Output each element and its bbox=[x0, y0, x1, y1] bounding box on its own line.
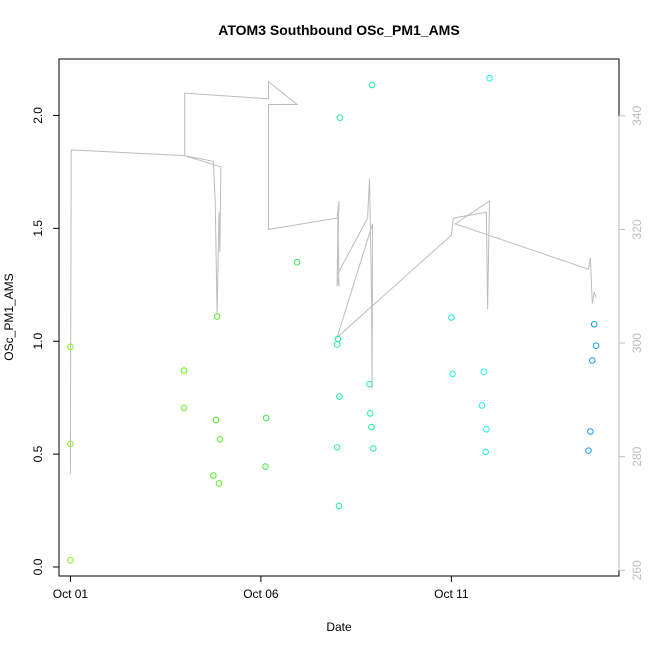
x-tick-label: Oct 11 bbox=[434, 587, 469, 601]
y-axis-right: 260 280 300 320 340 bbox=[618, 105, 644, 580]
data-point bbox=[368, 81, 376, 89]
y2-tick-label: 280 bbox=[630, 446, 644, 466]
chart-title: ATOM3 Southbound OSc_PM1_AMS bbox=[218, 22, 459, 38]
plot-area bbox=[58, 58, 620, 577]
y-axis-label: OSc_PM1_AMS bbox=[2, 273, 16, 360]
data-point bbox=[293, 258, 301, 266]
y2-tick-label: 300 bbox=[630, 333, 644, 353]
data-point bbox=[262, 463, 269, 470]
data-point bbox=[67, 556, 74, 564]
y-tick-label: 1.5 bbox=[31, 220, 45, 237]
data-point bbox=[480, 368, 488, 376]
data-point bbox=[262, 414, 270, 422]
data-point bbox=[336, 393, 343, 400]
series-line bbox=[69, 80, 597, 474]
data-point bbox=[366, 410, 374, 417]
data-point bbox=[180, 367, 188, 374]
data-point bbox=[587, 428, 594, 435]
y-tick-label: 0.5 bbox=[31, 445, 45, 462]
data-point bbox=[370, 445, 377, 452]
data-point bbox=[336, 114, 344, 121]
line-series-layer bbox=[69, 80, 597, 474]
y2-tick-label: 320 bbox=[630, 219, 644, 239]
data-point bbox=[482, 448, 490, 456]
data-point bbox=[366, 380, 373, 388]
data-point bbox=[333, 444, 341, 451]
data-point bbox=[67, 440, 74, 448]
y-axis-left: 0.0 0.5 1.0 1.5 2.0 bbox=[31, 107, 60, 575]
data-point bbox=[180, 404, 188, 412]
y-tick-label: 0.0 bbox=[31, 558, 45, 575]
data-point bbox=[212, 416, 220, 424]
data-point bbox=[216, 436, 224, 443]
data-point bbox=[67, 343, 74, 351]
data-point bbox=[585, 447, 592, 455]
data-point bbox=[486, 74, 493, 82]
x-axis: Oct 01 Oct 06 Oct 11 bbox=[53, 575, 469, 601]
data-point bbox=[368, 423, 375, 431]
y-tick-label: 1.0 bbox=[31, 333, 45, 350]
data-point bbox=[592, 342, 600, 350]
data-point bbox=[210, 472, 217, 479]
data-point bbox=[478, 402, 486, 409]
y2-tick-label: 260 bbox=[630, 560, 644, 580]
data-point bbox=[483, 426, 490, 433]
data-point bbox=[590, 321, 598, 328]
data-point bbox=[335, 502, 343, 510]
x-tick-label: Oct 01 bbox=[53, 587, 89, 601]
x-axis-label: Date bbox=[326, 620, 352, 634]
data-point bbox=[213, 313, 221, 320]
y2-tick-label: 340 bbox=[630, 105, 644, 125]
x-tick-label: Oct 06 bbox=[243, 587, 279, 601]
data-point bbox=[448, 314, 455, 321]
data-point bbox=[449, 370, 456, 378]
data-point bbox=[333, 341, 341, 348]
data-point bbox=[334, 335, 342, 343]
data-point bbox=[215, 480, 223, 487]
points-layer bbox=[67, 74, 600, 564]
data-point bbox=[589, 357, 596, 364]
y-tick-label: 2.0 bbox=[31, 107, 45, 124]
